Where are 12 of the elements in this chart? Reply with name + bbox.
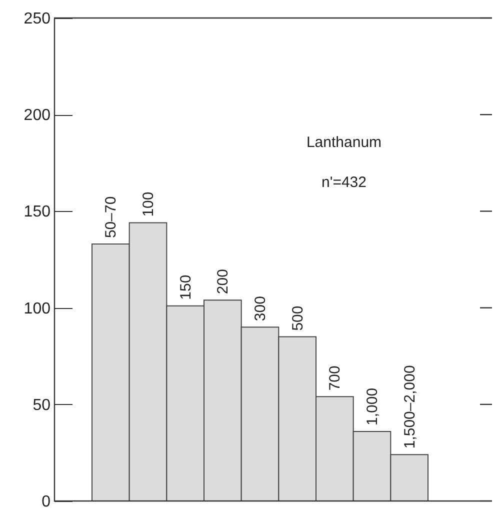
x-tick-label: 1,000 <box>364 388 381 426</box>
y-tick-label: 200 <box>24 107 51 124</box>
x-tick-label: 300 <box>252 296 269 322</box>
annotation: n'=432 <box>322 174 366 191</box>
x-tick-label: 700 <box>326 366 344 391</box>
x-tick-label: 50–70 <box>102 196 120 238</box>
y-tick-label: 250 <box>24 10 51 28</box>
x-tick-label: 500 <box>289 306 306 331</box>
y-tick-label: 50 <box>32 396 51 414</box>
annotation: Lanthanum <box>306 134 382 151</box>
y-tick-label: 0 <box>42 494 51 509</box>
x-tick-label: 1,500–2,000 <box>401 365 418 449</box>
